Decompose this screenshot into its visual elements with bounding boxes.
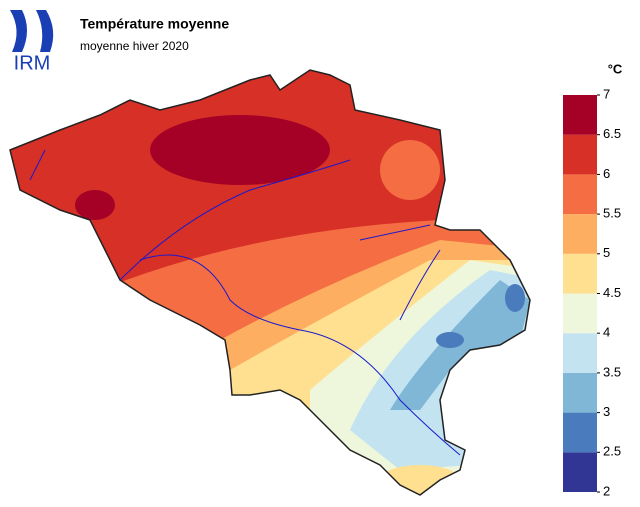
tick-label: 3 [603,404,610,419]
colorbar-bin [563,134,597,175]
country-border [9,69,531,496]
title: Température moyenne [80,16,229,32]
colorbar-bin [563,253,597,294]
tick-label: 5 [603,245,610,260]
legend-unit: °C [608,61,623,76]
colorbar-bin [563,174,597,215]
colorbar-bin [563,412,597,453]
colorbar-bin [563,214,597,254]
subtitle: moyenne hiver 2020 [80,39,189,53]
rivers [29,149,461,456]
tick-label: 4 [603,325,610,340]
colorbar-bin [563,372,597,413]
tick-label: 2 [603,483,610,498]
logo-text: IRM [14,52,51,74]
colorbar-bin [563,333,597,373]
tick-label: 2.5 [603,444,621,459]
colorbar-bin [563,293,597,334]
logo: IRM [10,10,54,74]
tick-label: 6 [603,166,610,181]
colorbar-bin [563,452,597,492]
tick-label: 7 [603,86,610,101]
tick-label: 5.5 [603,206,621,221]
colorbar-bin [563,95,597,135]
tick-label: 6.5 [603,126,621,141]
temperature-field [10,70,530,495]
tick-label: 3.5 [603,364,621,379]
tick-label: 4.5 [603,285,621,300]
